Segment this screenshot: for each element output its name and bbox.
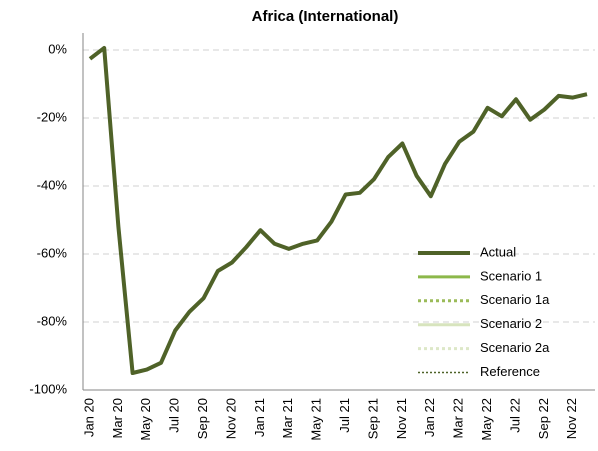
- y-tick-label: 0%: [48, 41, 67, 56]
- x-tick-label: Nov 20: [223, 398, 238, 439]
- x-tick-label: Mar 21: [280, 398, 295, 438]
- x-tick-label: Jan 20: [81, 398, 96, 437]
- legend-label: Scenario 1a: [480, 292, 550, 307]
- y-tick-label: -60%: [37, 245, 68, 260]
- x-tick-label: Jan 22: [422, 398, 437, 437]
- legend-label: Reference: [480, 364, 540, 379]
- y-tick-label: -100%: [29, 381, 67, 396]
- legend-label: Scenario 2: [480, 316, 542, 331]
- x-tick-label: May 21: [309, 398, 324, 441]
- y-tick-label: -20%: [37, 109, 68, 124]
- x-tick-label: Mar 20: [110, 398, 125, 438]
- legend-label: Scenario 2a: [480, 340, 550, 355]
- x-tick-label: Sep 21: [365, 398, 380, 439]
- x-tick-label: Sep 22: [536, 398, 551, 439]
- x-tick-label: Nov 22: [564, 398, 579, 439]
- y-tick-label: -80%: [37, 313, 68, 328]
- legend-label: Scenario 1: [480, 268, 542, 283]
- y-tick-label: -40%: [37, 177, 68, 192]
- x-tick-label: May 22: [479, 398, 494, 441]
- x-tick-label: Jul 22: [507, 398, 522, 433]
- x-tick-label: Jul 20: [167, 398, 182, 433]
- x-tick-label: May 20: [138, 398, 153, 441]
- x-tick-label: Mar 22: [451, 398, 466, 438]
- x-tick-label: Jul 21: [337, 398, 352, 433]
- x-tick-label: Jan 21: [252, 398, 267, 437]
- chart-title: Africa (International): [252, 8, 399, 25]
- legend-label: Actual: [480, 244, 516, 259]
- series-line: [88, 45, 588, 375]
- x-tick-label: Nov 21: [394, 398, 409, 439]
- x-tick-label: Sep 20: [195, 398, 210, 439]
